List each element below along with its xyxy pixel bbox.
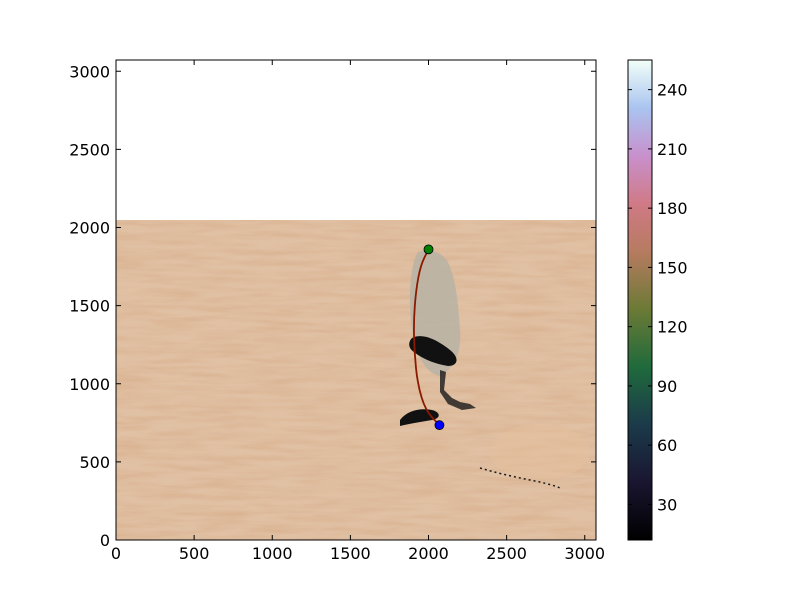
dark-specks-right xyxy=(479,467,561,489)
colorbar-tick-label: 240 xyxy=(657,81,688,100)
trajectory-path xyxy=(413,248,441,426)
colorbar-tick-label: 60 xyxy=(657,436,677,455)
dark-specks xyxy=(440,370,476,410)
y-tick-label: 500 xyxy=(79,453,110,472)
y-tick-label: 1500 xyxy=(69,297,110,316)
y-tick-label: 1000 xyxy=(69,375,110,394)
x-tick-label: 1000 xyxy=(252,544,293,563)
x-tick-label: 3000 xyxy=(564,544,605,563)
x-tick-label: 1500 xyxy=(330,544,371,563)
start-marker xyxy=(423,244,434,255)
colorbar-tick-label: 30 xyxy=(657,495,677,514)
y-tick-label: 2500 xyxy=(69,140,110,159)
light-region xyxy=(490,424,590,480)
x-tick-label: 2500 xyxy=(486,544,527,563)
y-tick-label: 3000 xyxy=(69,62,110,81)
x-axis: 0 500 1000 1500 2000 2500 3000 xyxy=(111,60,605,563)
y-tick-label: 2000 xyxy=(69,219,110,238)
x-tick-label: 0 xyxy=(111,544,121,563)
colorbar-tick-label: 180 xyxy=(657,199,688,218)
colorbar-tick-label: 150 xyxy=(657,258,688,277)
dark-region xyxy=(409,336,457,366)
y-tick-label: 0 xyxy=(100,531,110,550)
colorbar-tick-label: 90 xyxy=(657,377,677,396)
colorbar-tick-label: 210 xyxy=(657,140,688,159)
colorbar-ticks: 30 60 90 120 150 180 210 240 xyxy=(628,81,688,514)
axes-frame xyxy=(115,59,597,541)
x-tick-label: 2000 xyxy=(408,544,449,563)
colorbar xyxy=(627,59,653,541)
y-axis: 0 500 1000 1500 2000 2500 3000 xyxy=(69,62,596,550)
sand-texture xyxy=(116,220,596,540)
x-tick-label: 500 xyxy=(179,544,210,563)
end-marker xyxy=(434,420,445,431)
colorbar-tick-label: 120 xyxy=(657,318,688,337)
